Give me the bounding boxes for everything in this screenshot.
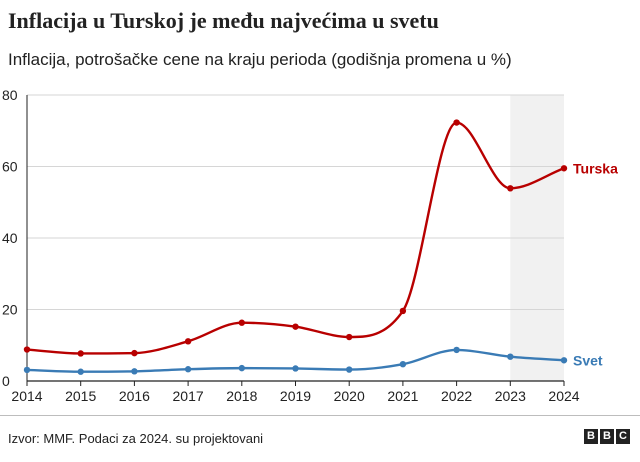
x-tick-label: 2021	[387, 388, 418, 404]
chart-title: Inflacija u Turskoj je među najvećima u …	[8, 8, 439, 33]
data-point	[346, 366, 353, 373]
data-point	[292, 323, 299, 330]
series-label-svet: Svet	[573, 352, 603, 368]
data-point	[77, 368, 84, 375]
data-point	[453, 346, 460, 354]
x-tick-label: 2016	[119, 388, 150, 404]
x-tick-label: 2017	[173, 388, 204, 404]
y-tick-label: 40	[2, 230, 18, 246]
y-tick-label: 20	[2, 302, 18, 318]
data-point	[560, 357, 568, 364]
data-point	[238, 364, 245, 372]
data-point	[399, 360, 407, 368]
data-point	[507, 185, 514, 192]
bbc-logo: B B C	[584, 429, 630, 444]
y-tick-label: 80	[2, 87, 18, 103]
x-tick-label: 2023	[495, 388, 526, 404]
x-tick-label: 2022	[441, 388, 472, 404]
series-label-turska: Turska	[573, 160, 618, 176]
logo-letter: B	[600, 429, 614, 444]
data-point	[184, 338, 192, 345]
x-tick-label: 2020	[334, 388, 365, 404]
data-point	[23, 346, 31, 353]
logo-letter: C	[616, 429, 630, 444]
source-note: Izvor: MMF. Podaci za 2024. su projektov…	[8, 431, 264, 446]
data-point	[238, 319, 245, 326]
logo-letter: B	[584, 429, 598, 444]
chart-subtitle: Inflacija, potrošačke cene na kraju peri…	[8, 50, 512, 69]
data-point	[507, 353, 514, 360]
data-point	[560, 165, 568, 172]
data-point	[77, 350, 84, 357]
data-point	[131, 349, 138, 357]
data-point	[453, 119, 460, 126]
x-tick-label: 2019	[280, 388, 311, 404]
data-point	[23, 366, 31, 374]
y-tick-label: 0	[2, 373, 10, 389]
x-tick-label: 2024	[548, 388, 579, 404]
footer-divider	[0, 415, 640, 416]
data-point	[346, 333, 353, 341]
data-point	[399, 307, 407, 315]
series-line-turska	[26, 121, 565, 355]
x-tick-label: 2018	[226, 388, 257, 404]
y-tick-label: 60	[2, 159, 18, 175]
data-point	[131, 368, 138, 375]
x-tick-label: 2015	[65, 388, 96, 404]
x-tick-label: 2014	[11, 388, 42, 404]
data-point	[292, 365, 299, 372]
data-point	[184, 366, 192, 373]
